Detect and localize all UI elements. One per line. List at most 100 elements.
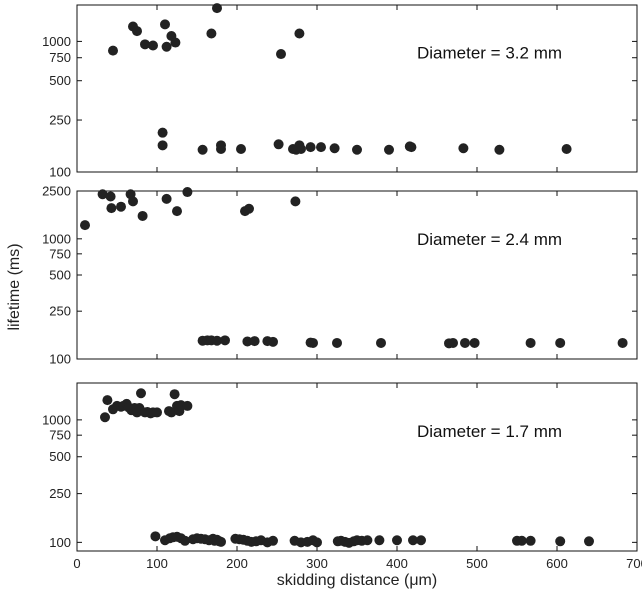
data-point bbox=[329, 143, 340, 154]
panel-frame bbox=[76, 382, 638, 552]
y-tick-label: 250 bbox=[49, 486, 71, 501]
data-point bbox=[160, 19, 170, 30]
data-point bbox=[584, 536, 594, 547]
y-tick-label: 100 bbox=[49, 352, 71, 367]
y-tick-label: 100 bbox=[49, 535, 71, 550]
data-point bbox=[172, 206, 182, 217]
data-point bbox=[108, 45, 118, 56]
y-tick-label: 2500 bbox=[42, 184, 71, 199]
data-point bbox=[216, 536, 226, 547]
data-point bbox=[182, 187, 193, 198]
data-point bbox=[525, 535, 536, 546]
data-point bbox=[273, 139, 284, 150]
data-point bbox=[555, 337, 566, 348]
data-point bbox=[216, 144, 226, 155]
data-point bbox=[376, 337, 386, 348]
data-point bbox=[494, 144, 505, 155]
data-point bbox=[128, 196, 138, 207]
y-tick-label: 1000 bbox=[42, 231, 71, 246]
data-point bbox=[305, 142, 316, 153]
data-point bbox=[416, 535, 426, 546]
x-tick-label: 400 bbox=[386, 556, 408, 571]
data-point bbox=[102, 395, 113, 406]
diameter-annotation: Diameter = 3.2 mm bbox=[417, 43, 562, 62]
y-tick-label: 250 bbox=[49, 304, 71, 319]
y-tick-label: 250 bbox=[49, 113, 71, 128]
data-point bbox=[374, 535, 385, 546]
panel-frame bbox=[76, 4, 638, 173]
data-point bbox=[100, 412, 110, 423]
data-point bbox=[197, 144, 208, 155]
data-point bbox=[166, 407, 177, 418]
data-point bbox=[555, 536, 566, 547]
data-point bbox=[220, 335, 230, 346]
y-tick-label: 750 bbox=[49, 428, 71, 443]
y-axis-title: lifetime (ms) bbox=[6, 243, 23, 330]
y-tick-label: 1000 bbox=[42, 34, 71, 49]
x-tick-label: 200 bbox=[226, 556, 248, 571]
data-point bbox=[469, 337, 480, 348]
x-axis-title: skidding distance (μm) bbox=[277, 572, 437, 589]
data-point bbox=[458, 143, 469, 154]
data-point bbox=[268, 535, 278, 546]
data-point bbox=[206, 28, 217, 39]
data-point bbox=[244, 203, 254, 214]
data-point bbox=[180, 535, 190, 546]
x-tick-label: 600 bbox=[546, 556, 568, 571]
x-tick-label: 100 bbox=[146, 556, 168, 571]
data-point bbox=[236, 144, 246, 155]
data-point bbox=[212, 3, 222, 14]
data-point bbox=[332, 337, 342, 348]
data-point bbox=[617, 337, 628, 348]
diameter-annotation: Diameter = 2.4 mm bbox=[417, 230, 562, 249]
data-point bbox=[525, 337, 536, 348]
data-point bbox=[362, 535, 373, 546]
y-tick-label: 100 bbox=[49, 165, 71, 180]
data-point bbox=[161, 41, 172, 52]
y-tick-label: 1000 bbox=[42, 412, 71, 427]
data-point bbox=[308, 337, 318, 348]
data-point bbox=[182, 400, 193, 411]
data-point bbox=[105, 191, 116, 202]
x-tick-label: 500 bbox=[466, 556, 488, 571]
data-point bbox=[116, 201, 126, 212]
y-tick-label: 500 bbox=[49, 449, 71, 464]
x-tick-label: 0 bbox=[73, 556, 80, 571]
data-point bbox=[561, 144, 572, 155]
diameter-annotation: Diameter = 1.7 mm bbox=[417, 422, 562, 441]
data-point bbox=[516, 535, 527, 546]
data-point bbox=[392, 535, 402, 546]
data-point bbox=[448, 337, 458, 348]
data-point bbox=[136, 388, 146, 399]
data-point bbox=[296, 144, 306, 155]
data-point bbox=[157, 140, 168, 151]
data-point bbox=[406, 142, 417, 153]
data-point bbox=[384, 144, 394, 155]
data-point bbox=[408, 535, 418, 546]
data-point bbox=[137, 210, 148, 221]
data-point bbox=[242, 336, 253, 347]
data-point bbox=[80, 220, 90, 231]
data-point bbox=[157, 127, 168, 138]
y-tick-label: 750 bbox=[49, 246, 71, 261]
data-point bbox=[97, 189, 108, 200]
data-point bbox=[152, 407, 162, 418]
y-tick-label: 500 bbox=[49, 73, 71, 88]
data-point bbox=[161, 193, 172, 204]
data-point bbox=[148, 40, 158, 51]
data-point bbox=[132, 26, 142, 37]
data-point bbox=[312, 537, 322, 548]
data-point bbox=[290, 196, 301, 207]
data-point bbox=[352, 144, 362, 155]
data-point bbox=[212, 335, 222, 346]
data-point bbox=[150, 531, 161, 542]
data-point bbox=[460, 337, 470, 348]
x-tick-label: 700 bbox=[626, 556, 642, 571]
x-tick-label: 300 bbox=[306, 556, 328, 571]
y-tick-label: 750 bbox=[49, 50, 71, 65]
